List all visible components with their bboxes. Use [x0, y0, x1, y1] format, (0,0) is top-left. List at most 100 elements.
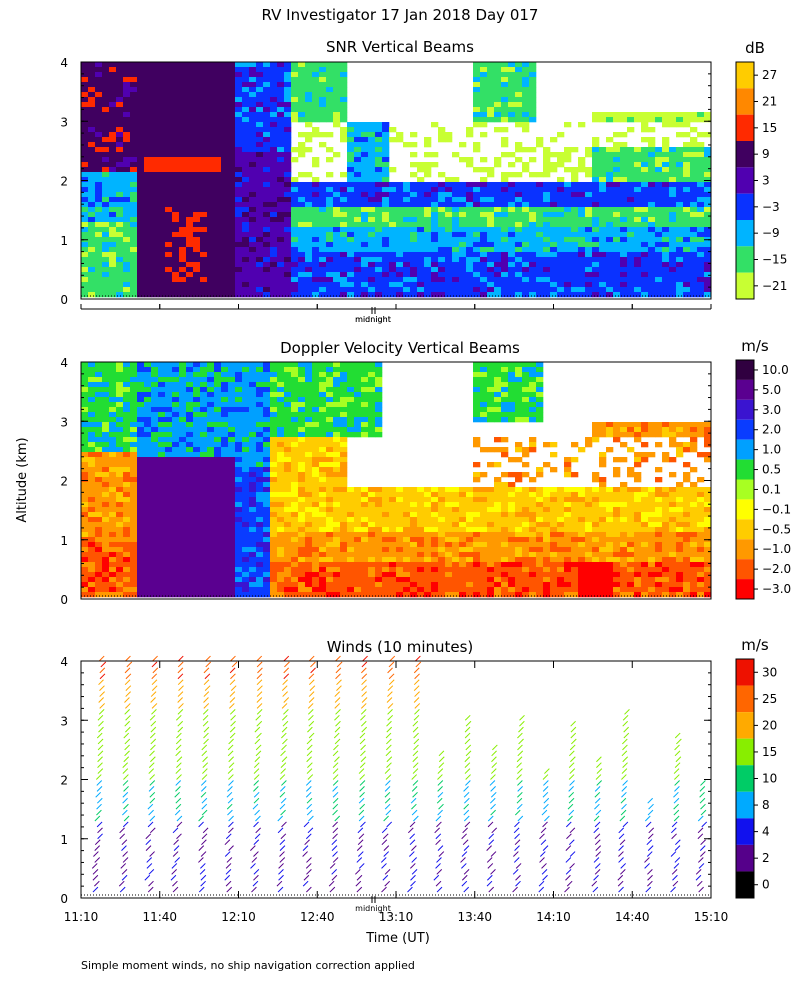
heatmap-cell — [186, 557, 194, 563]
heatmap-cell — [599, 117, 607, 123]
heatmap-cell — [151, 432, 159, 438]
heatmap-cell — [571, 232, 579, 238]
heatmap-cell — [81, 362, 89, 368]
heatmap-cell — [305, 122, 313, 128]
heatmap-cell — [249, 377, 257, 383]
heatmap-cell — [109, 107, 117, 113]
heatmap-cell — [305, 112, 313, 118]
heatmap-cell — [116, 392, 124, 398]
heatmap-cell — [613, 292, 621, 298]
heatmap-cell — [109, 562, 117, 568]
heatmap-cell — [270, 402, 278, 408]
heatmap-cell — [207, 257, 215, 263]
heatmap-cell — [620, 187, 628, 193]
heatmap-cell — [529, 242, 537, 248]
heatmap-cell — [312, 62, 320, 68]
heatmap-cell — [494, 72, 502, 78]
heatmap-cell — [382, 172, 390, 178]
heatmap-cell — [669, 112, 677, 118]
heatmap-cell — [473, 232, 481, 238]
heatmap-cell — [116, 277, 124, 283]
heatmap-cell — [557, 152, 565, 158]
heatmap-cell — [172, 407, 180, 413]
heatmap-cell — [473, 287, 481, 293]
heatmap-cell — [445, 287, 453, 293]
heatmap-cell — [550, 202, 558, 208]
heatmap-cell — [648, 187, 656, 193]
heatmap-cell — [116, 387, 124, 393]
heatmap-cell — [634, 267, 642, 273]
heatmap-cell — [277, 182, 285, 188]
heatmap-cell — [410, 182, 418, 188]
heatmap-cell — [291, 277, 299, 283]
heatmap-cell — [144, 582, 152, 588]
heatmap-cell — [116, 572, 124, 578]
heatmap-cell — [179, 562, 187, 568]
heatmap-cell — [319, 142, 327, 148]
heatmap-cell — [165, 422, 173, 428]
heatmap-cell — [697, 157, 705, 163]
heatmap-cell — [424, 232, 432, 238]
heatmap-cell — [221, 542, 229, 548]
heatmap-cell — [207, 382, 215, 388]
heatmap-cell — [137, 127, 145, 133]
heatmap-cell — [95, 482, 103, 488]
heatmap-cell — [102, 177, 110, 183]
heatmap-cell — [151, 412, 159, 418]
heatmap-cell — [263, 172, 271, 178]
heatmap-cell — [207, 522, 215, 528]
heatmap-cell — [151, 517, 159, 523]
heatmap-cell — [270, 387, 278, 393]
heatmap-cell — [144, 67, 152, 73]
heatmap-cell — [228, 222, 236, 228]
heatmap-cell — [81, 467, 89, 473]
heatmap-cell — [116, 582, 124, 588]
heatmap-cell — [459, 277, 467, 283]
heatmap-cell — [256, 132, 264, 138]
heatmap-cell — [431, 277, 439, 283]
heatmap-cell — [347, 172, 355, 178]
heatmap-cell — [123, 92, 131, 98]
heatmap-cell — [81, 532, 89, 538]
heatmap-cell — [529, 212, 537, 218]
heatmap-cell — [459, 262, 467, 268]
heatmap-cell — [522, 272, 530, 278]
heatmap-cell — [130, 557, 138, 563]
heatmap-cell — [298, 77, 306, 83]
heatmap-cell — [123, 442, 131, 448]
heatmap-cell — [487, 287, 495, 293]
heatmap-cell — [165, 397, 173, 403]
heatmap-cell — [214, 142, 222, 148]
heatmap-cell — [669, 162, 677, 168]
heatmap-cell — [137, 587, 145, 593]
heatmap-cell — [249, 212, 257, 218]
heatmap-cell — [214, 232, 222, 238]
heatmap-cell — [179, 62, 187, 68]
heatmap-cell — [263, 482, 271, 488]
heatmap-cell — [473, 272, 481, 278]
heatmap-cell — [291, 362, 299, 368]
heatmap-cell — [207, 102, 215, 108]
heatmap-cell — [487, 97, 495, 103]
heatmap-cell — [172, 582, 180, 588]
heatmap-cell — [123, 437, 131, 443]
heatmap-cell — [354, 272, 362, 278]
heatmap-cell — [669, 152, 677, 158]
heatmap-cell — [298, 237, 306, 243]
heatmap-cell — [305, 147, 313, 153]
heatmap-cell — [200, 402, 208, 408]
heatmap-cell — [550, 152, 558, 158]
heatmap-cell — [508, 242, 516, 248]
heatmap-cell — [263, 522, 271, 528]
heatmap-cell — [221, 207, 229, 213]
heatmap-cell — [522, 92, 530, 98]
heatmap-cell — [284, 282, 292, 288]
heatmap-cell — [144, 367, 152, 373]
heatmap-cell — [123, 472, 131, 478]
heatmap-cell — [270, 407, 278, 413]
heatmap-cell — [172, 387, 180, 393]
heatmap-cell — [410, 227, 418, 233]
heatmap-cell — [116, 212, 124, 218]
heatmap-cell — [207, 532, 215, 538]
heatmap-cell — [627, 192, 635, 198]
